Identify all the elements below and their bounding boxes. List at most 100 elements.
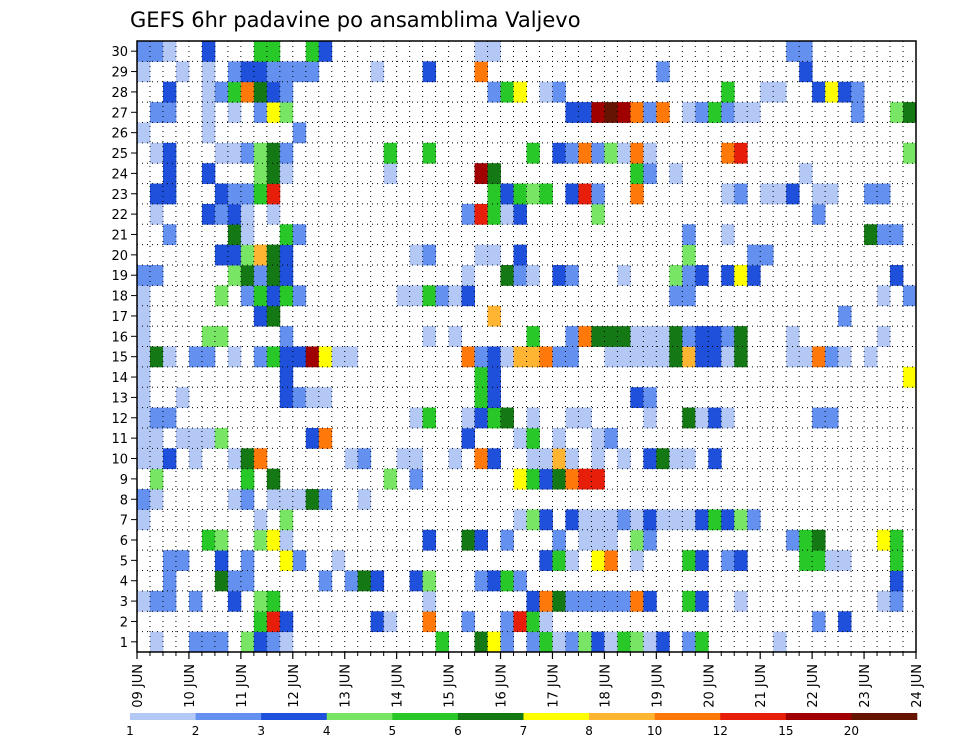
heat-cell [357,448,372,470]
y-tick-label: 23 [111,188,128,203]
heat-cell [721,326,735,347]
heat-cell [137,509,151,531]
heat-cell [162,142,177,164]
heat-cell [137,427,151,449]
heat-cell [279,550,294,571]
heat-cell [604,550,618,571]
heat-cell [643,346,657,368]
heat-cell [838,550,852,571]
x-tick-label: 16 JUN [495,664,510,708]
y-tick-label: 21 [111,228,128,243]
heat-cell [552,550,566,571]
heat-cell [526,142,540,164]
y-tick-label: 17 [111,310,128,325]
heat-cell [422,407,437,429]
heat-cell [578,509,592,531]
heat-cell [682,509,696,531]
heat-cell [253,305,268,327]
heat-cell [227,489,242,510]
heat-cell [279,142,294,164]
heat-cell [825,407,839,429]
heat-cell [240,203,255,225]
heat-cell [591,183,605,205]
heat-cell [734,183,748,205]
heat-cell [318,489,333,510]
heat-cell [656,509,670,531]
heat-cell [214,427,229,449]
heat-cell [799,163,813,184]
heat-cell [526,590,540,612]
heat-cell [721,550,735,571]
heat-cell [838,611,852,633]
heat-cell [513,570,527,592]
heat-cell [422,244,437,266]
heat-cell [682,448,696,470]
heat-cell [526,326,540,347]
colorbar-swatch [654,713,721,720]
heat-cell [812,407,826,429]
heat-cell [201,326,216,347]
heat-cell [552,142,566,164]
heat-cell [500,203,514,225]
heat-cell [137,366,151,388]
heat-cell [474,61,488,83]
colorbar-swatch [457,713,524,720]
heat-cell [137,590,151,612]
heat-cell [214,81,229,103]
heat-cell [630,509,644,531]
heat-cell [214,244,229,266]
heat-cell [487,448,501,470]
heat-cell [630,142,644,164]
heat-cell [825,183,839,205]
heat-cell [539,448,553,470]
heat-cell [890,550,904,571]
heat-cell [630,326,644,347]
heat-cell [669,265,683,286]
heat-cell [682,224,696,246]
heat-cell [591,203,605,225]
colorbar-label: 12 [713,724,728,738]
heat-cell [422,590,437,612]
heat-cell [526,509,540,531]
heat-cell [344,570,359,592]
heat-cell [201,102,216,123]
heat-cell [137,448,151,470]
heat-cell [266,61,281,83]
heat-cell [773,631,787,653]
heat-cell [162,570,177,592]
heat-cell [240,489,255,510]
heat-cell [799,41,813,62]
heat-cell [188,631,203,653]
heat-cell [786,183,800,205]
heat-cell [695,631,709,653]
heat-cell [643,407,657,429]
heat-cell [565,142,579,164]
heat-cell [539,346,553,368]
heat-cell [448,448,462,470]
heat-cell [682,244,696,266]
heat-cell [708,509,722,531]
heat-cell [526,611,540,633]
heat-cell [695,265,709,286]
heat-cell [266,183,281,205]
heat-cell [201,41,216,62]
heat-cell [149,102,164,123]
heat-cell [279,366,294,388]
heat-cell [149,489,164,510]
heat-cell [162,41,177,62]
y-tick-label: 24 [111,167,128,182]
heat-cell [175,61,190,83]
heat-cell [227,244,242,266]
heat-cell [643,326,657,347]
x-tick-label: 24 JUN [910,664,925,708]
heat-cell [773,183,787,205]
heat-cell [500,183,514,205]
heat-cell [565,407,579,429]
heat-cell [682,326,696,347]
heat-cell [188,590,203,612]
heat-cell [747,244,761,266]
heat-cell [513,346,527,368]
heat-cell [565,468,579,490]
heat-cell [253,265,268,286]
